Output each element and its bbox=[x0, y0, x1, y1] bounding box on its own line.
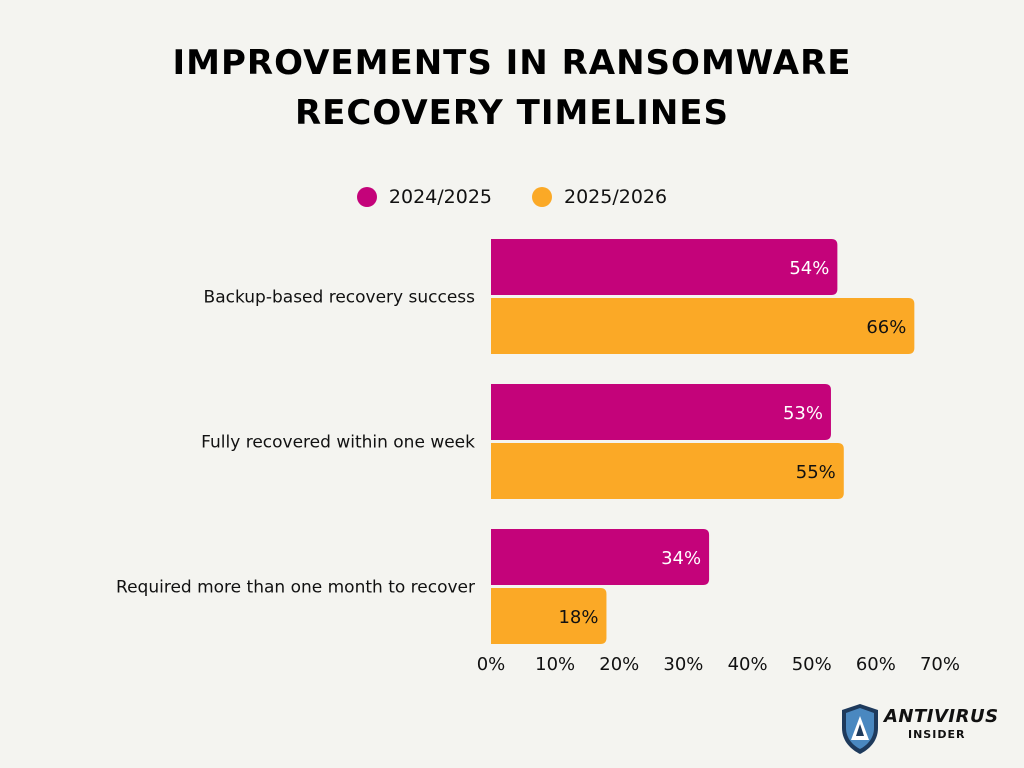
bar-2024-2025 bbox=[491, 239, 838, 295]
x-tick-label: 30% bbox=[663, 654, 703, 675]
bar-2024-2025 bbox=[491, 384, 831, 440]
legend-swatch-2025-2026 bbox=[532, 187, 552, 207]
data-label: 34% bbox=[661, 548, 701, 569]
legend-label-2025-2026: 2025/2026 bbox=[564, 186, 668, 208]
chart-title-line-2: Recovery Timelines bbox=[294, 93, 730, 133]
x-tick-label: 50% bbox=[792, 654, 832, 675]
category-label: Required more than one month to recover bbox=[116, 578, 475, 598]
data-label: 18% bbox=[558, 607, 598, 628]
x-tick-label: 0% bbox=[477, 654, 506, 675]
legend-swatch-2024-2025 bbox=[356, 187, 377, 207]
bar-2025-2026 bbox=[491, 443, 844, 499]
logo-text-insider: INSIDER bbox=[908, 728, 966, 741]
x-tick-label: 70% bbox=[920, 654, 960, 675]
data-label: 53% bbox=[783, 403, 823, 424]
bar-2025-2026 bbox=[491, 588, 607, 644]
legend-item-2025-2026: 2025/2026 bbox=[532, 186, 667, 208]
antivirus-insider-logo: ANTIVIRUS INSIDER bbox=[838, 702, 998, 758]
x-tick-label: 20% bbox=[599, 654, 639, 675]
data-label: 54% bbox=[789, 258, 829, 279]
data-label: 55% bbox=[796, 462, 836, 483]
bar-2024-2025 bbox=[491, 529, 710, 585]
x-tick-label: 10% bbox=[535, 654, 575, 675]
chart-title-line-1: Improvements in Ransomware bbox=[172, 43, 852, 83]
bar-2025-2026 bbox=[491, 298, 915, 354]
category-label: Backup-based recovery success bbox=[204, 288, 476, 308]
logo-text-antivirus: ANTIVIRUS bbox=[884, 706, 999, 727]
x-tick-label: 60% bbox=[856, 654, 896, 675]
legend-item-2024-2025: 2024/2025 bbox=[356, 186, 492, 208]
category-label: Fully recovered within one week bbox=[201, 433, 475, 453]
chart-title: Improvements in Ransomware Recovery Time… bbox=[0, 38, 1024, 138]
x-tick-label: 40% bbox=[728, 654, 768, 675]
data-label: 66% bbox=[866, 317, 906, 338]
shield-icon bbox=[842, 704, 878, 754]
legend-label-2024-2025: 2024/2025 bbox=[388, 186, 492, 208]
chart-legend: 2024/2025 2025/2026 bbox=[0, 186, 1024, 208]
